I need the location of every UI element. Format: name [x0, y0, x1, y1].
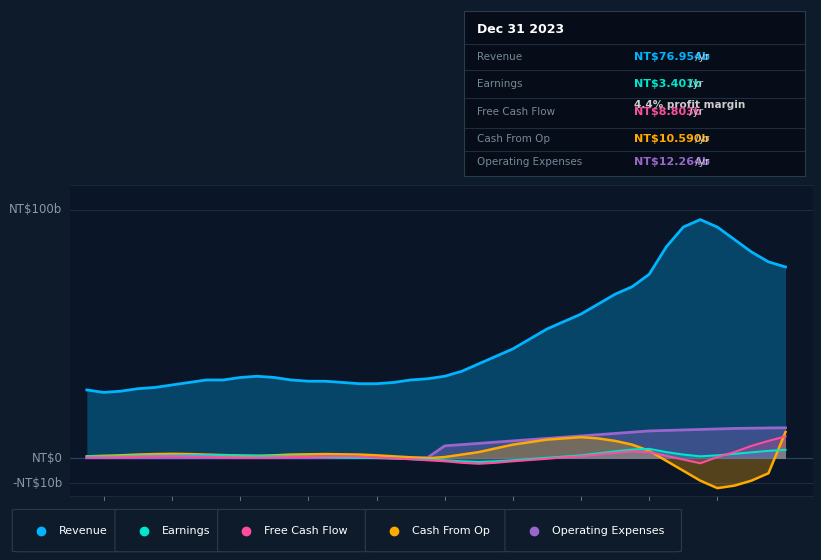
Text: Revenue: Revenue [478, 53, 523, 63]
Text: NT$12.264b: NT$12.264b [635, 157, 710, 167]
FancyBboxPatch shape [115, 510, 226, 552]
Text: /yr: /yr [686, 107, 704, 117]
Text: Revenue: Revenue [59, 526, 108, 535]
Text: Dec 31 2023: Dec 31 2023 [478, 23, 565, 36]
Text: /yr: /yr [686, 79, 704, 89]
Text: /yr: /yr [692, 53, 709, 63]
Text: 4.4% profit margin: 4.4% profit margin [635, 100, 745, 110]
Text: Earnings: Earnings [478, 79, 523, 89]
Text: NT$3.401b: NT$3.401b [635, 79, 702, 89]
Text: /yr: /yr [692, 134, 709, 144]
FancyBboxPatch shape [12, 510, 123, 552]
Text: NT$0: NT$0 [31, 452, 62, 465]
FancyBboxPatch shape [365, 510, 509, 552]
Text: NT$76.954b: NT$76.954b [635, 53, 710, 63]
Text: Earnings: Earnings [162, 526, 210, 535]
Text: -NT$10b: -NT$10b [12, 477, 62, 489]
Text: NT$8.803b: NT$8.803b [635, 107, 702, 117]
Text: NT$10.590b: NT$10.590b [635, 134, 709, 144]
Text: Free Cash Flow: Free Cash Flow [264, 526, 348, 535]
FancyBboxPatch shape [218, 510, 369, 552]
Text: Cash From Op: Cash From Op [412, 526, 490, 535]
Text: Operating Expenses: Operating Expenses [478, 157, 583, 167]
Text: Cash From Op: Cash From Op [478, 134, 551, 144]
Text: NT$100b: NT$100b [9, 203, 62, 216]
Text: /yr: /yr [692, 157, 709, 167]
Text: Operating Expenses: Operating Expenses [552, 526, 664, 535]
FancyBboxPatch shape [505, 510, 681, 552]
Text: Free Cash Flow: Free Cash Flow [478, 107, 556, 117]
